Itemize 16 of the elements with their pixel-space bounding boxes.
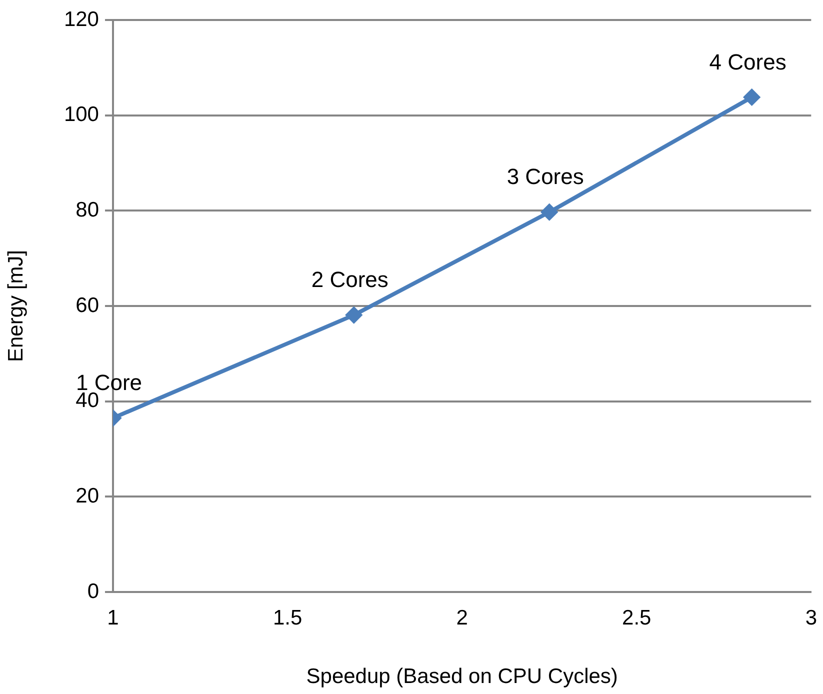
y-tick-label: 120 — [64, 8, 99, 31]
x-axis-title: Speedup (Based on CPU Cycles) — [306, 665, 618, 688]
y-tick-label: 80 — [76, 198, 99, 222]
x-tick-label: 2.5 — [622, 606, 652, 630]
y-tick-label: 100 — [64, 103, 99, 126]
x-tick-label: 1 — [107, 606, 119, 630]
y-tick-label: 60 — [76, 294, 99, 317]
y-tick-label: 20 — [76, 484, 99, 508]
annotation: 4 Cores — [709, 49, 786, 74]
annotation: 3 Cores — [506, 164, 584, 190]
x-tick-label: 1.5 — [272, 606, 302, 630]
y-tick-label: 0 — [87, 580, 99, 603]
x-tick-label: 2 — [456, 606, 468, 630]
x-tick-label: 3 — [805, 606, 818, 630]
annotation: 2 Cores — [311, 267, 388, 292]
y-axis-title: Energy [mJ] — [4, 250, 28, 362]
